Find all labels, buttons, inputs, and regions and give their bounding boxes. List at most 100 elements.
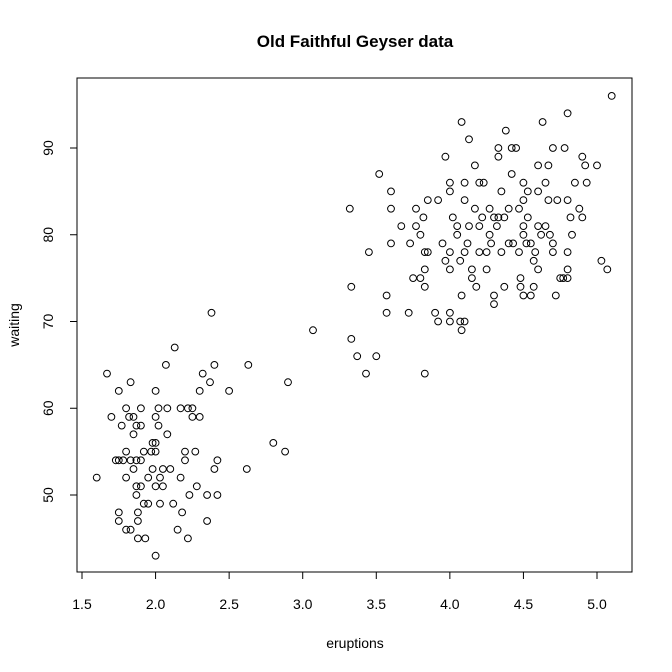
data-point — [534, 161, 542, 170]
data-point — [534, 222, 542, 231]
data-point — [151, 447, 160, 456]
data-point — [114, 508, 123, 517]
data-point — [347, 282, 356, 291]
data-point — [468, 265, 476, 274]
data-point — [553, 196, 562, 205]
data-point — [541, 222, 550, 231]
data-point — [397, 222, 406, 231]
x-tick-label: 5.0 — [587, 596, 607, 612]
data-point — [416, 230, 425, 239]
data-point — [456, 317, 465, 326]
data-point — [151, 551, 160, 560]
data-point — [129, 413, 138, 421]
data-point — [456, 256, 465, 265]
data-point — [544, 196, 553, 205]
data-point — [519, 222, 528, 231]
data-point — [465, 222, 473, 231]
data-point — [347, 335, 356, 343]
y-axis: 50 60 70 80 90 — [40, 140, 78, 503]
data-point — [516, 282, 525, 291]
data-point — [460, 317, 469, 326]
data-point — [529, 256, 538, 265]
data-point — [210, 361, 219, 369]
data-point — [134, 534, 142, 543]
data-point — [463, 239, 472, 248]
data-point — [132, 421, 141, 430]
data-point — [482, 248, 491, 257]
data-point — [129, 465, 138, 473]
data-point — [465, 135, 473, 144]
data-point — [446, 248, 454, 257]
data-point — [523, 213, 532, 222]
data-point — [382, 308, 391, 317]
data-point — [419, 213, 428, 222]
data-point — [420, 248, 429, 257]
data-point — [387, 204, 395, 213]
data-point — [549, 144, 557, 152]
data-point — [448, 213, 457, 222]
data-point — [269, 439, 278, 447]
data-point — [244, 361, 253, 369]
data-point — [457, 118, 466, 126]
data-point — [213, 456, 222, 465]
data-point — [284, 378, 292, 387]
data-point — [139, 499, 148, 508]
data-point — [203, 491, 212, 499]
data-point — [372, 352, 381, 361]
data-point — [457, 326, 466, 335]
data-point — [478, 213, 487, 222]
data-point — [519, 196, 528, 205]
data-point — [191, 447, 200, 456]
data-point — [151, 482, 160, 491]
data-point — [559, 274, 568, 283]
data-point — [122, 404, 130, 413]
data-point — [134, 508, 142, 517]
data-point — [551, 291, 560, 300]
x-tick-label: 3.0 — [293, 596, 313, 612]
data-point — [132, 456, 141, 465]
data-point — [141, 534, 150, 543]
data-point — [593, 161, 601, 170]
x-tick-label: 4.5 — [514, 596, 534, 612]
data-point — [188, 413, 197, 421]
data-point — [151, 387, 160, 395]
data-point — [494, 213, 503, 222]
data-point — [501, 126, 510, 135]
data-point — [446, 187, 454, 196]
data-point — [578, 152, 587, 161]
data-point — [446, 178, 454, 187]
data-point — [471, 204, 479, 213]
data-point — [534, 265, 542, 274]
data-point — [178, 508, 187, 517]
data-point — [460, 196, 469, 205]
data-point — [188, 404, 197, 413]
data-point — [493, 222, 501, 231]
data-point — [529, 282, 538, 291]
data-point — [147, 447, 156, 456]
data-point — [412, 204, 420, 213]
data-point — [490, 213, 498, 222]
data-point — [563, 265, 572, 274]
data-point — [475, 248, 484, 257]
data-point — [122, 447, 130, 456]
data-point — [490, 300, 498, 309]
data-point — [566, 213, 575, 222]
data-point — [500, 282, 509, 291]
data-point — [475, 178, 484, 187]
data-point — [185, 491, 194, 499]
data-point — [416, 274, 425, 283]
data-point — [114, 456, 123, 465]
data-point — [365, 248, 373, 257]
data-point — [412, 222, 420, 231]
x-tick-label: 2.0 — [146, 596, 166, 612]
data-point — [151, 439, 160, 447]
data-point — [156, 473, 164, 482]
data-point — [475, 222, 484, 231]
data-point — [441, 152, 450, 161]
data-point — [404, 308, 413, 317]
data-point — [568, 230, 576, 239]
data-point — [242, 465, 251, 473]
data-point — [151, 413, 160, 421]
data-point — [578, 213, 587, 222]
